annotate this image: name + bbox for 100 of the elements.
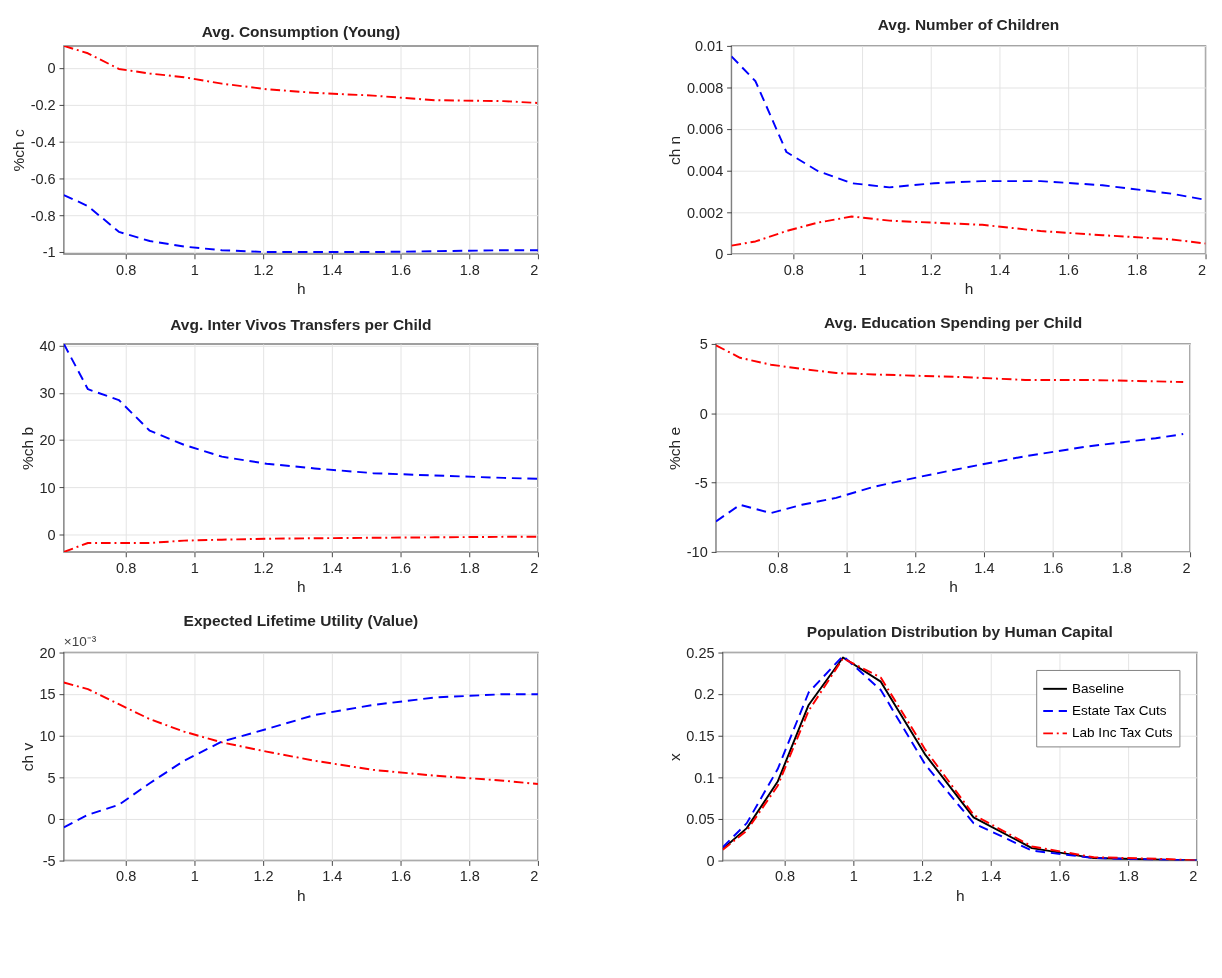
chart-title: Avg. Education Spending per Child xyxy=(823,314,1083,332)
x-tick-label: 0.8 xyxy=(768,559,789,576)
x-tick-label: 2 xyxy=(1189,868,1198,885)
y-tick-label: 0.008 xyxy=(686,79,724,96)
chart-title: Avg. Consumption (Young) xyxy=(201,23,401,41)
y-tick-label: -5 xyxy=(42,852,56,869)
x-tick-label: 1 xyxy=(190,559,199,576)
x-tick-label: 1 xyxy=(190,868,199,885)
x-tick-label: 0.8 xyxy=(116,559,137,576)
y-tick-label: 10 xyxy=(39,728,56,745)
y-tick-label: -10 xyxy=(686,544,708,561)
x-tick-label: 0.8 xyxy=(774,868,796,885)
x-axis-title: h xyxy=(297,886,306,904)
line-series xyxy=(63,693,538,829)
x-tick-label: 1.8 xyxy=(459,559,480,576)
x-axis-title: h xyxy=(297,578,306,596)
y-axis-title: ch n xyxy=(666,135,684,166)
y-tick-label: 0.2 xyxy=(694,686,715,703)
line-series xyxy=(715,344,1185,384)
chart-title: Avg. Inter Vivos Transfers per Child xyxy=(170,316,432,334)
x-tick-label: 1.4 xyxy=(322,559,343,576)
x-tick-label: 1.8 xyxy=(459,868,480,885)
x-tick-label: 1.6 xyxy=(1043,559,1064,576)
x-tick-label: 1.2 xyxy=(253,868,274,885)
y-tick-label: -5 xyxy=(694,474,708,491)
x-tick-label: 2 xyxy=(530,559,539,576)
x-tick-label: 1.6 xyxy=(1049,868,1070,885)
x-tick-label: 1.4 xyxy=(981,868,1002,885)
y-tick-label: 20 xyxy=(39,432,56,449)
chart-title: Avg. Number of Children xyxy=(877,16,1060,34)
text: ×10⁻³ xyxy=(63,633,97,649)
y-tick-label: 30 xyxy=(39,385,56,402)
y-tick-label: 0 xyxy=(47,60,56,77)
y-tick-label: -0.8 xyxy=(30,207,56,224)
y-tick-label: 0.1 xyxy=(694,769,715,786)
x-tick-label: 2 xyxy=(530,261,539,278)
y-axis-title: %ch b xyxy=(18,426,36,470)
x-axis-title: h xyxy=(955,886,965,904)
x-tick-label: 1.4 xyxy=(974,559,995,576)
y-tick-label: 10 xyxy=(39,479,56,496)
chart-title: Expected Lifetime Utility (Value) xyxy=(183,612,419,630)
x-tick-label: 1.4 xyxy=(989,261,1010,278)
y-tick-label: -0.2 xyxy=(30,97,56,114)
x-tick-label: 1 xyxy=(849,868,858,885)
x-tick-label: 1.8 xyxy=(459,261,480,278)
y-tick-label: 0.01 xyxy=(695,38,724,55)
x-tick-label: 1.8 xyxy=(1118,868,1139,885)
y-tick-label: 0 xyxy=(715,246,724,263)
chart-title: Population Distribution by Human Capital xyxy=(806,623,1113,641)
x-tick-label: 1.4 xyxy=(322,868,343,885)
x-tick-label: 1.8 xyxy=(1111,559,1132,576)
x-tick-label: 1.6 xyxy=(390,559,412,576)
x-tick-label: 1 xyxy=(858,261,867,278)
x-tick-label: 1 xyxy=(842,559,852,576)
line-series xyxy=(63,45,538,104)
x-tick-label: 0.8 xyxy=(116,261,137,278)
x-tick-label: 1.2 xyxy=(905,559,926,576)
y-tick-label: 5 xyxy=(47,769,56,786)
y-tick-label: -1 xyxy=(42,244,56,261)
line-series xyxy=(63,535,538,552)
y-tick-label: -0.4 xyxy=(30,133,56,150)
y-tick-label: 0 xyxy=(47,526,56,543)
x-tick-label: 0.8 xyxy=(116,868,137,885)
y-tick-label: 0.006 xyxy=(686,121,724,138)
x-tick-label: 1.2 xyxy=(921,261,942,278)
y-tick-label: 15 xyxy=(39,686,56,703)
line-series xyxy=(63,681,538,785)
x-tick-label: 1.2 xyxy=(912,868,933,885)
x-tick-label: 2 xyxy=(530,868,539,885)
y-tick-label: 0.15 xyxy=(686,728,715,745)
x-axis-title: h xyxy=(949,578,958,596)
y-tick-label: 0.25 xyxy=(686,644,715,661)
y-axis-title: x xyxy=(665,752,683,761)
line-series xyxy=(715,433,1185,523)
y-tick-label: 0.002 xyxy=(686,204,724,221)
y-axis-title: ch v xyxy=(18,742,36,772)
y-tick-label: 0.004 xyxy=(686,163,724,180)
y-tick-label: -0.6 xyxy=(30,170,56,187)
x-tick-label: 1.8 xyxy=(1127,261,1148,278)
x-tick-label: 1 xyxy=(190,261,199,278)
y-axis-title: %ch c xyxy=(9,129,27,172)
x-tick-label: 1.4 xyxy=(322,261,343,278)
x-tick-label: 1.2 xyxy=(253,559,274,576)
legend-label: Estate Tax Cuts xyxy=(1072,702,1167,718)
x-tick-label: 1.6 xyxy=(390,261,412,278)
y-axis-title: %ch e xyxy=(666,426,684,470)
y-tick-label: 40 xyxy=(39,338,56,355)
x-tick-label: 1.2 xyxy=(253,261,274,278)
x-tick-label: 0.8 xyxy=(783,261,804,278)
x-axis-title: h xyxy=(297,280,306,298)
x-tick-label: 1.6 xyxy=(1058,261,1079,278)
y-tick-label: 0 xyxy=(706,852,715,869)
x-tick-label: 1.6 xyxy=(390,868,412,885)
x-tick-label: 2 xyxy=(1197,261,1207,278)
y-tick-label: 0 xyxy=(699,405,708,422)
y-tick-label: 5 xyxy=(699,336,708,353)
y-tick-label: 0.05 xyxy=(686,811,715,828)
x-axis-title: h xyxy=(964,280,974,298)
legend-label: Baseline xyxy=(1072,680,1124,696)
y-tick-label: 20 xyxy=(39,644,56,661)
